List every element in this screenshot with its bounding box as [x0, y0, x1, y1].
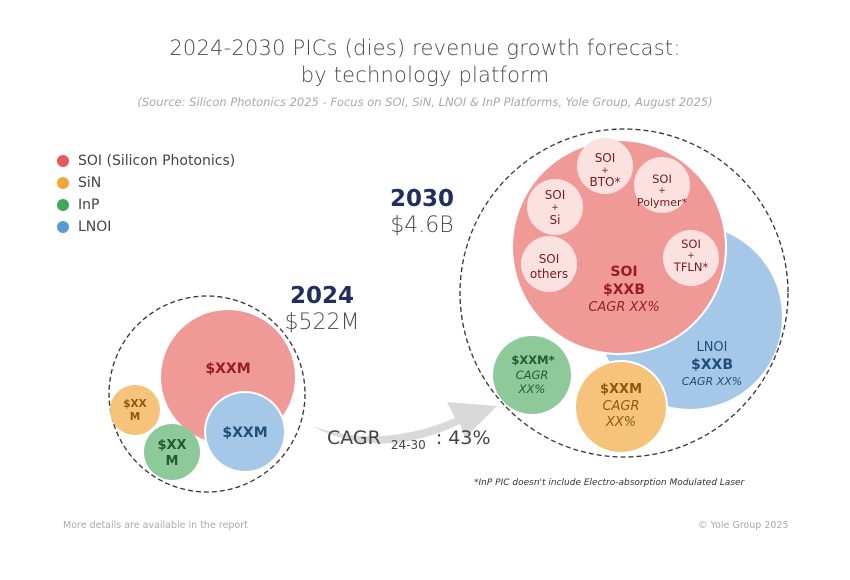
total-2030-label: $4.6B [390, 213, 454, 238]
growth-subscript: 24-30 [391, 438, 426, 452]
total-2024-label: $522M [284, 310, 360, 335]
growth-value: : 43% [436, 427, 491, 449]
bubble-2024-inp [144, 424, 200, 480]
sub-label: SOI [539, 252, 560, 266]
legend-dot-icon [57, 199, 69, 211]
legend-item-inp: InP [57, 194, 235, 216]
legend-dot-icon [57, 177, 69, 189]
footnote: *InP PIC doesn't include Electro-absorpt… [474, 478, 745, 488]
sub-label: BTO* [589, 175, 620, 189]
more-details-note: More details are available in the report [63, 520, 248, 531]
growth-cagr: CAGR [327, 427, 381, 449]
sub-label: + [687, 251, 695, 261]
bubble-2024-sin [110, 385, 160, 435]
copyright: © Yole Group 2025 [698, 520, 789, 531]
sub-label: SOI [595, 151, 616, 165]
sub-label: others [530, 267, 568, 281]
label-2030-inp-value: $XXM* [511, 353, 554, 367]
sub-label: Si [550, 213, 561, 227]
year-2024-label: 2024 [289, 283, 354, 309]
label-2024-inp-1: $XX [157, 438, 186, 453]
chart-title-line2: by technology platform [300, 63, 550, 87]
label-2024-sin-1: $XX [123, 398, 147, 410]
label-2030-soi-name: SOI [610, 264, 637, 280]
sub-label: + [601, 166, 609, 176]
year-2030-label: 2030 [389, 186, 454, 212]
legend-item-soi: SOI (Silicon Photonics) [57, 150, 235, 172]
sub-label: + [551, 203, 559, 213]
bubble-2024-lnoi [204, 391, 286, 473]
sub-label: SOI [652, 172, 672, 186]
boundary-2030 [459, 128, 789, 458]
label-2030-sin-cagr1: CAGR [602, 399, 639, 414]
label-2030-lnoi-value: $XXB [691, 357, 733, 373]
label-2030-inp-cagr1: CAGR [516, 368, 549, 382]
label-2030-lnoi-cagr: CAGR XX% [682, 375, 742, 388]
bubble-2030-sin [574, 360, 668, 454]
label-2024-inp-2: M [166, 454, 179, 469]
chart-title-line1: 2024-2030 PICs (dies) revenue growth for… [169, 36, 681, 60]
legend-label: SOI (Silicon Photonics) [78, 153, 236, 169]
label-2030-soi-value: $XXB [603, 282, 645, 298]
source-note: (Source: Silicon Photonics 2025 - Focus … [137, 95, 713, 109]
sub-bubble-soi-polymer: SOI + Polymer* [634, 157, 690, 213]
label-2024-lnoi: $XXM [222, 425, 267, 441]
legend-label: LNOI [78, 219, 112, 235]
label-2030-inp-cagr2: XX% [518, 382, 546, 396]
sub-bubble-soi-si: SOI + Si [527, 179, 583, 235]
sub-bubble-soi-bto: SOI + BTO* [577, 138, 633, 194]
sub-label: + [658, 186, 666, 196]
legend-item-sin: SiN [57, 172, 235, 194]
sub-label: SOI [545, 188, 566, 202]
sub-label: Polymer* [637, 196, 688, 209]
growth-label: CAGR 24-30 : 43% [327, 427, 491, 454]
legend: SOI (Silicon Photonics) SiN InP LNOI [57, 150, 235, 238]
legend-dot-icon [57, 221, 69, 233]
bubble-2030-inp [493, 336, 571, 414]
growth-arrow [312, 402, 497, 444]
legend-label: SiN [78, 175, 102, 191]
sub-label: SOI [681, 237, 701, 251]
boundary-2024 [108, 295, 306, 493]
legend-label: InP [78, 197, 100, 213]
legend-item-lnoi: LNOI [57, 216, 235, 238]
label-2030-sin-cagr2: XX% [605, 415, 636, 430]
sub-bubble-soi-others: SOI others [521, 236, 577, 292]
label-2030-lnoi-name: LNOI [696, 340, 727, 355]
label-2024-sin-2: M [130, 411, 140, 423]
legend-dot-icon [57, 155, 69, 167]
sub-bubble-soi-tfln: SOI + TFLN* [663, 230, 719, 286]
label-2024-soi: $XXM [205, 361, 250, 377]
label-2030-sin-value: $XXM [600, 382, 642, 397]
label-2030-soi-cagr: CAGR XX% [588, 300, 659, 315]
sub-label: TFLN* [673, 260, 709, 274]
